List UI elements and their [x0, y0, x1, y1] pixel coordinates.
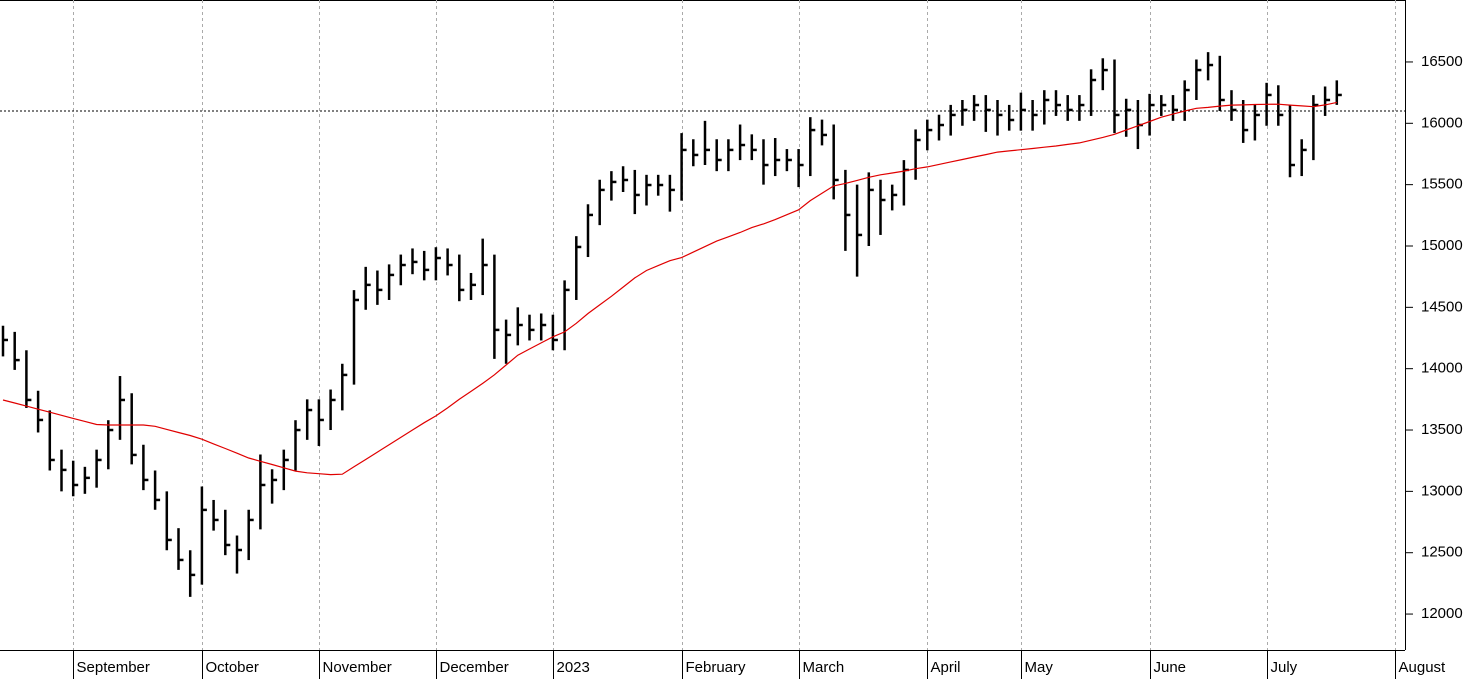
y-tick-label: 13000	[1421, 482, 1463, 499]
x-tick-label: July	[1271, 659, 1298, 676]
y-tick-label: 16000	[1421, 114, 1463, 131]
y-tick-label: 16500	[1421, 53, 1463, 70]
y-tick-label: 12500	[1421, 544, 1463, 561]
x-tick-label: October	[206, 659, 259, 676]
y-tick-label: 14000	[1421, 360, 1463, 377]
x-tick-label: April	[931, 659, 961, 676]
x-tick-label: November	[323, 659, 392, 676]
x-tick-label: March	[803, 659, 845, 676]
x-tick-label: 2023	[557, 659, 590, 676]
y-tick-label: 15000	[1421, 237, 1463, 254]
y-tick-label: 15500	[1421, 176, 1463, 193]
moving-average-line	[2, 101, 1337, 476]
x-tick-label: August	[1399, 659, 1447, 676]
x-tick-label: December	[440, 659, 509, 676]
x-tick-label: June	[1154, 659, 1187, 676]
x-tick-label: May	[1025, 659, 1054, 676]
y-tick-label: 14500	[1421, 298, 1463, 315]
x-tick-label: September	[77, 659, 150, 676]
x-tick-label: February	[686, 659, 747, 676]
y-tick-label: 13500	[1421, 421, 1463, 438]
y-tick-label: 12000	[1421, 605, 1463, 622]
